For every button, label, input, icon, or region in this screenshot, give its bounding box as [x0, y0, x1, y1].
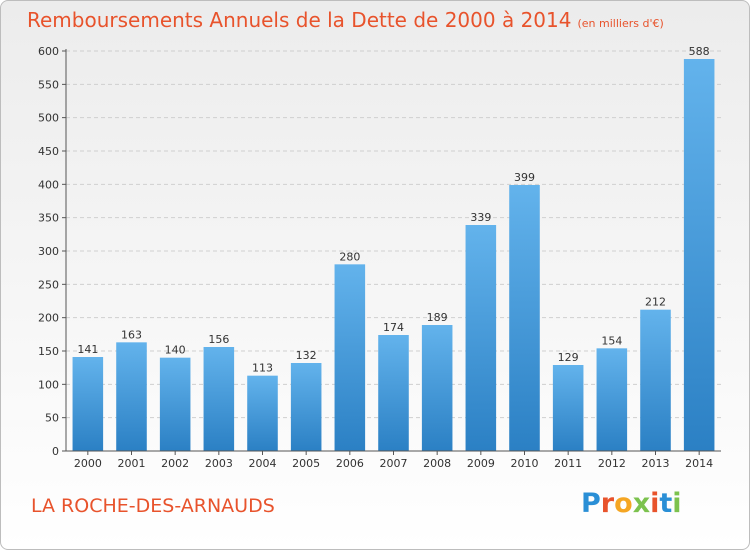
- data-label: 140: [165, 344, 186, 357]
- data-label: 212: [645, 296, 666, 309]
- chart-unit: (en milliers d'€): [577, 17, 664, 30]
- x-tick-label: 2005: [292, 457, 320, 470]
- data-label: 129: [558, 351, 579, 364]
- bar: [247, 375, 278, 451]
- y-tick-label: 50: [45, 412, 59, 425]
- bar: [334, 264, 366, 451]
- bar: [640, 309, 671, 451]
- bar: [421, 325, 453, 451]
- data-label: 399: [514, 171, 535, 184]
- bar: [203, 347, 235, 451]
- data-label: 163: [121, 328, 142, 341]
- data-label: 339: [470, 211, 491, 224]
- data-label: 189: [427, 311, 448, 324]
- y-tick-label: 350: [38, 212, 59, 225]
- data-label: 174: [383, 321, 404, 334]
- y-tick-label: 500: [38, 112, 59, 125]
- y-tick-label: 0: [52, 445, 59, 458]
- x-tick-label: 2014: [685, 457, 713, 470]
- data-label: 280: [339, 250, 360, 263]
- x-tick-label: 2000: [74, 457, 102, 470]
- bar: [552, 365, 584, 451]
- x-tick-label: 2011: [554, 457, 582, 470]
- chart-title: Remboursements Annuels de la Dette de 20…: [27, 8, 664, 32]
- data-label: 141: [77, 343, 98, 356]
- logo-letter: i: [672, 488, 682, 519]
- y-tick-label: 400: [38, 178, 59, 191]
- y-tick-label: 250: [38, 278, 59, 291]
- data-label: 154: [601, 334, 622, 347]
- data-label: 588: [689, 45, 710, 58]
- labels: 0 50 100 150 200 250 300 350 400 450 500 550 600 141 2…: [38, 45, 713, 470]
- logo-letter: i: [650, 488, 660, 519]
- logo-letter: o: [614, 488, 633, 519]
- y-tick-label: 300: [38, 245, 59, 258]
- logo-letter: t: [659, 488, 673, 519]
- x-tick-label: 2002: [161, 457, 189, 470]
- x-tick-label: 2003: [205, 457, 233, 470]
- axes: [62, 49, 721, 455]
- bar: [683, 59, 715, 451]
- x-tick-label: 2007: [380, 457, 408, 470]
- x-tick-label: 2006: [336, 457, 364, 470]
- x-tick-label: 2013: [642, 457, 670, 470]
- bar: [116, 342, 147, 451]
- y-tick-label: 600: [38, 45, 59, 58]
- bar: [596, 348, 628, 451]
- commune-name: LA ROCHE-DES-ARNAUDS: [31, 495, 275, 517]
- bar: [465, 225, 497, 451]
- x-tick-label: 2009: [467, 457, 495, 470]
- logo-letter: r: [600, 488, 615, 519]
- x-tick-label: 2001: [118, 457, 146, 470]
- y-tick-label: 100: [38, 378, 59, 391]
- bar: [159, 357, 191, 451]
- bar: [378, 335, 409, 451]
- bar: [72, 357, 104, 451]
- y-tick-label: 150: [38, 345, 59, 358]
- y-tick-label: 550: [38, 78, 59, 91]
- bar: [509, 185, 540, 451]
- x-tick-label: 2010: [511, 457, 539, 470]
- data-label: 113: [252, 362, 273, 375]
- x-tick-label: 2004: [249, 457, 277, 470]
- bar: [290, 363, 322, 451]
- chart-title-text: Remboursements Annuels de la Dette de 20…: [27, 8, 572, 32]
- y-tick-label: 450: [38, 145, 59, 158]
- x-tick-label: 2012: [598, 457, 626, 470]
- x-tick-label: 2008: [423, 457, 451, 470]
- data-label: 132: [296, 349, 317, 362]
- proxiti-logo: Proxiti: [581, 488, 682, 519]
- y-tick-label: 200: [38, 312, 59, 325]
- data-label: 156: [208, 333, 229, 346]
- logo-letter: x: [632, 488, 651, 519]
- bars: [72, 59, 715, 451]
- logo-letter: P: [581, 488, 601, 519]
